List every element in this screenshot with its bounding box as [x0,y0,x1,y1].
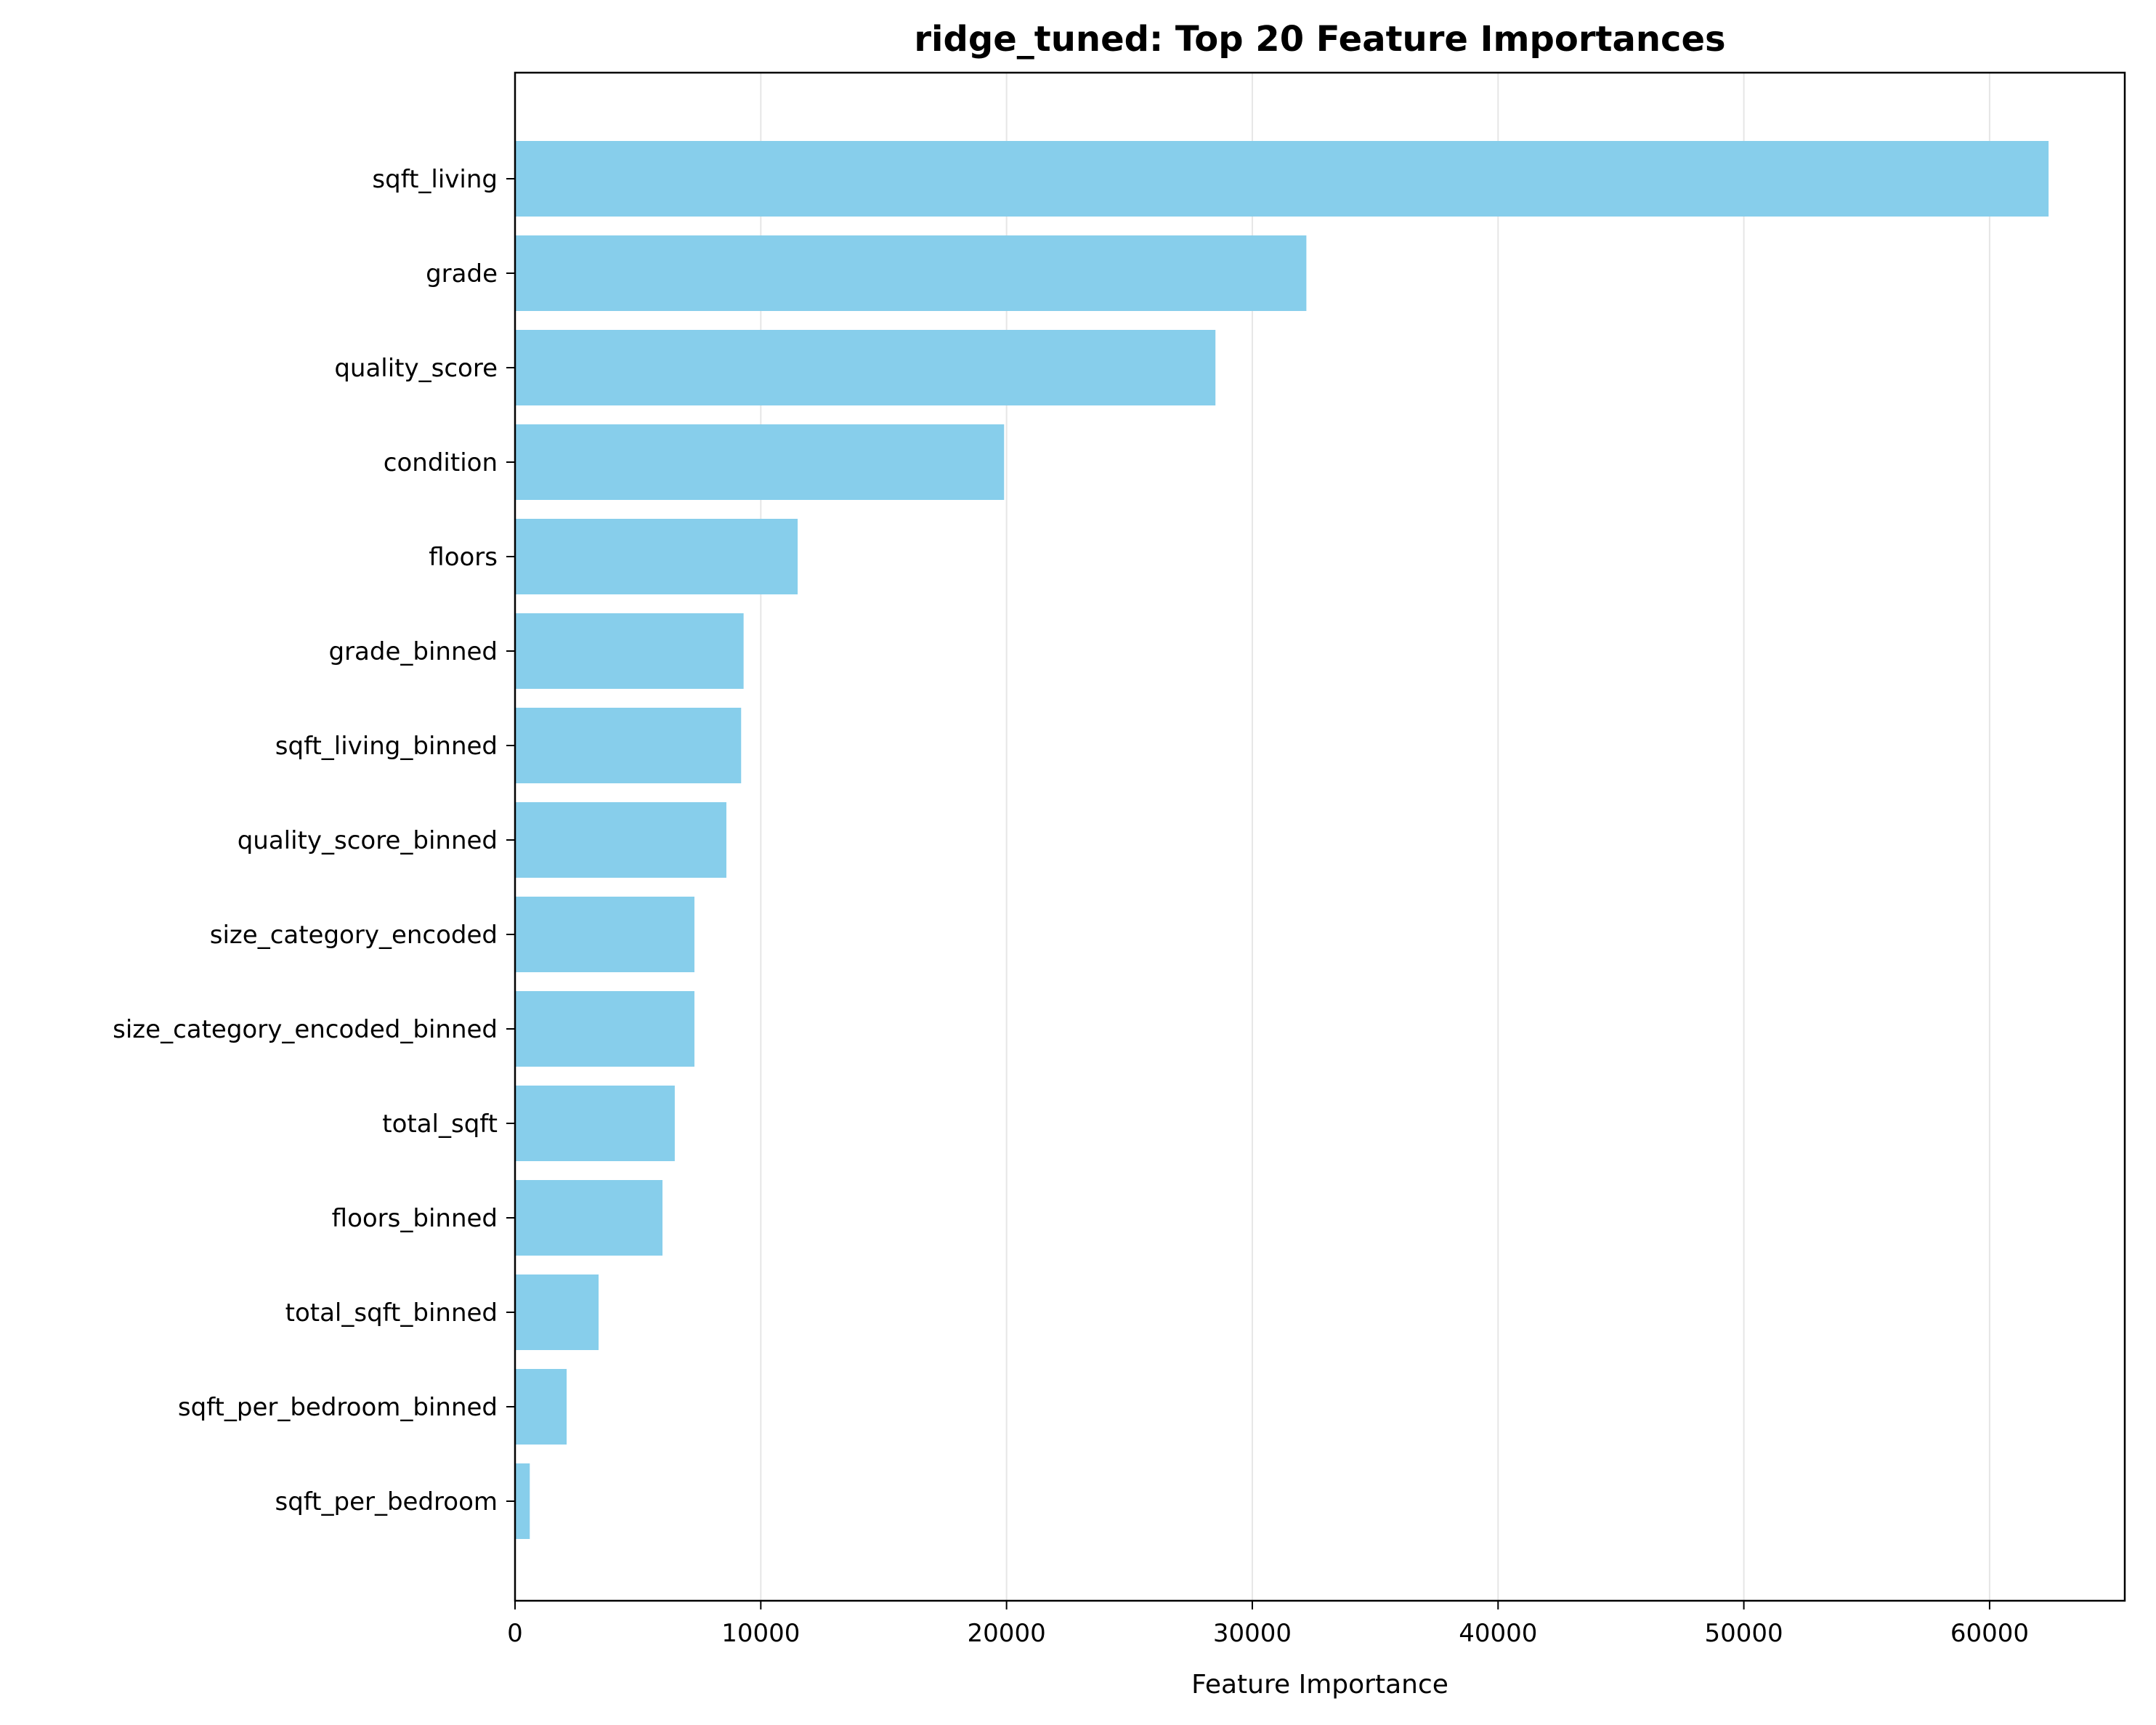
bar-total-sqft [515,1086,675,1161]
y-tick-label: sqft_per_bedroom [275,1487,498,1516]
y-tick-label: quality_score [334,354,498,383]
y-tick-label: sqft_living [372,165,498,194]
x-tick-label: 50000 [1705,1619,1783,1648]
bar-sqft-living [515,141,2049,217]
y-tick-label: grade_binned [328,637,498,666]
chart-title: ridge_tuned: Top 20 Feature Importances [914,19,1725,60]
y-tick-label: sqft_per_bedroom_binned [178,1393,498,1422]
bar-total-sqft-binned [515,1274,599,1350]
y-tick-label: size_category_encoded [210,921,498,950]
plot-frame [514,71,2126,1602]
y-tick-label: floors [429,543,498,572]
y-tick-label: sqft_living_binned [275,732,498,761]
bar-size-category-encoded-binned [515,991,694,1067]
x-axis-label: Feature Importance [1191,1670,1448,1700]
bar-sqft-living-binned [515,708,742,783]
x-tick-label: 0 [507,1619,523,1648]
bars [515,141,2049,1539]
bar-condition [515,424,1005,500]
bar-size-category-encoded [515,897,694,972]
y-tick-label: floors_binned [332,1204,498,1233]
y-tick-label: grade [426,259,498,288]
x-tick-label: 40000 [1459,1619,1537,1648]
bar-quality-score-binned [515,802,726,878]
x-tick-label: 20000 [968,1619,1046,1648]
y-tick-label: total_sqft_binned [285,1298,498,1328]
y-tick-label: total_sqft [382,1110,498,1139]
grid-lines [514,73,1990,1601]
bar-grade-binned [515,613,744,689]
bar-floors [515,519,798,594]
bar-sqft-per-bedroom [515,1463,530,1539]
bar-sqft-per-bedroom-binned [515,1369,567,1445]
x-tick-label: 60000 [1950,1619,2029,1648]
x-tick-label: 10000 [721,1619,800,1648]
bar-quality-score [515,330,1216,405]
x-tick-label: 30000 [1213,1619,1292,1648]
y-tick-label: quality_score_binned [238,826,498,855]
y-tick-label: condition [384,448,498,477]
bar-grade [515,235,1307,311]
bar-floors-binned [515,1180,662,1256]
y-tick-label: size_category_encoded_binned [113,1015,498,1044]
x-ticks: 0 10000 20000 30000 40000 50000 60000 [507,1601,2029,1648]
